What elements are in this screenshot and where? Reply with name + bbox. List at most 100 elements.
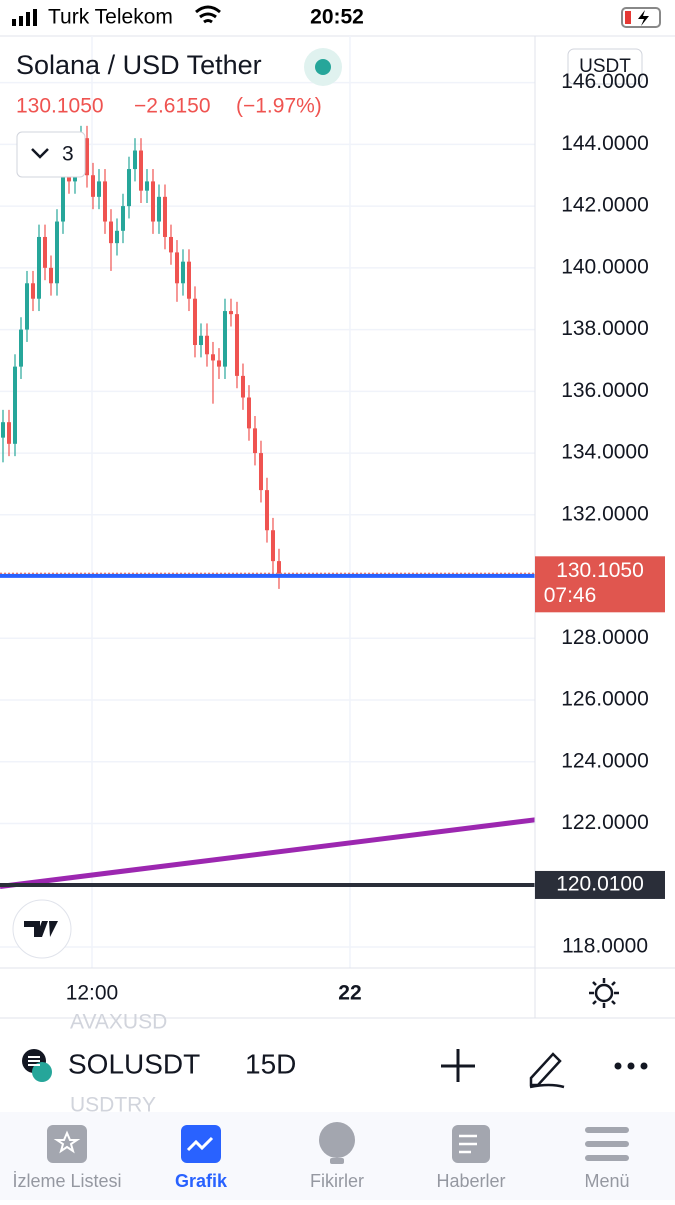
candle-body: [108, 221, 113, 244]
y-tick-label: 142.0000: [561, 194, 649, 217]
news-glyph: [459, 1134, 477, 1154]
x-tick-label: 12:00: [66, 982, 119, 1005]
candle-body: [54, 221, 59, 284]
candle-body: [228, 311, 233, 315]
bulb-base: [330, 1158, 344, 1164]
candle-body: [60, 175, 65, 222]
candle-body: [210, 354, 215, 361]
tab-label[interactable]: İzleme Listesi: [12, 1171, 121, 1191]
candle-body: [12, 366, 17, 444]
candle-body: [192, 298, 197, 346]
tab-icon[interactable]: [585, 1127, 629, 1161]
candle-body: [48, 267, 53, 284]
price-line-label: 120.0100: [556, 873, 644, 896]
candle-body: [264, 490, 269, 531]
candle-body: [198, 335, 203, 346]
candle-body: [270, 530, 275, 562]
tab-label[interactable]: Grafik: [175, 1171, 228, 1191]
candle-body: [84, 138, 89, 176]
price-line-label-bg: [535, 870, 665, 899]
next-symbol: USDTRY: [70, 1094, 156, 1117]
symbol[interactable]: SOLUSDT: [68, 1048, 200, 1079]
candle-body: [150, 181, 155, 222]
candle-body: [168, 236, 173, 253]
y-tick-label: 126.0000: [561, 688, 649, 711]
carrier: Turk Telekom: [48, 6, 173, 29]
candle-body: [102, 181, 107, 222]
candle-body: [42, 236, 47, 268]
settings-icon[interactable]: [589, 978, 619, 1008]
trend-line: [0, 817, 536, 889]
candle-body: [234, 314, 239, 376]
candle-body: [216, 360, 221, 367]
market-status: [315, 59, 331, 75]
candle-body: [120, 206, 125, 231]
candle-body: [0, 422, 5, 438]
change: −2.6150: [134, 95, 211, 118]
last-price-label-bg: [535, 556, 665, 613]
price: 130.1050: [16, 95, 104, 118]
candle-body: [276, 561, 281, 574]
y-tick-label: 140.0000: [561, 255, 649, 278]
more-button[interactable]: [614, 1062, 648, 1070]
chart-glyph: [186, 1136, 214, 1152]
candle-body: [162, 196, 167, 237]
y-tick-label: 122.0000: [561, 811, 649, 834]
tab-label[interactable]: Haberler: [436, 1171, 505, 1191]
interval[interactable]: 15D: [245, 1048, 296, 1079]
candle-body: [66, 175, 71, 182]
indicator-count: 3: [62, 143, 74, 166]
y-tick-label: 124.0000: [561, 749, 649, 772]
tab-icon[interactable]: [319, 1122, 355, 1158]
wifi-icon: [195, 5, 221, 24]
countdown: 07:46: [544, 584, 597, 607]
candle-body: [204, 335, 209, 355]
y-tick-label: 118.0000: [562, 935, 648, 958]
candle-body: [138, 150, 143, 191]
tab-label[interactable]: Menü: [584, 1171, 629, 1191]
chevron: [31, 148, 49, 159]
prev-symbol: AVAXUSD: [70, 1011, 167, 1034]
change-percent: (−1.97%): [236, 95, 322, 118]
tab-icon[interactable]: [47, 1125, 87, 1163]
clock: 20:52: [310, 6, 364, 29]
y-tick-label: 136.0000: [561, 379, 649, 402]
currency: USDT: [579, 56, 631, 77]
indicator-toggle[interactable]: [16, 131, 86, 178]
candle-body: [126, 169, 131, 207]
plot-area: [0, 36, 536, 968]
candle-body: [246, 397, 251, 429]
candle-body: [252, 428, 257, 454]
candle-body: [18, 329, 23, 367]
draw-button[interactable]: [529, 1052, 565, 1089]
y-tick-label: 144.0000: [561, 132, 649, 155]
battery-icon: [621, 7, 661, 28]
candle-body: [90, 175, 95, 197]
y-tick-label: 134.0000: [561, 441, 649, 464]
candle-body: [132, 150, 137, 170]
candle-body: [180, 261, 185, 284]
tab-icon[interactable]: [181, 1125, 221, 1163]
y-tick-label: 132.0000: [561, 502, 649, 525]
candle-body: [174, 252, 179, 284]
currency-button[interactable]: [567, 48, 643, 85]
add-button[interactable]: [441, 1049, 475, 1082]
candle-body: [240, 375, 245, 398]
candle-body: [144, 181, 149, 191]
y-tick-label: 138.0000: [561, 317, 649, 340]
symbol-icon: [22, 1049, 52, 1082]
candle-body: [156, 196, 161, 222]
candle-body: [186, 261, 191, 299]
tab-label[interactable]: Fikirler: [310, 1171, 364, 1191]
star: [53, 1130, 81, 1154]
tv-logo: [24, 921, 58, 937]
candle-body: [36, 236, 41, 299]
candle-body: [258, 453, 263, 491]
y-tick-label: 128.0000: [561, 626, 649, 649]
candle-body: [24, 283, 29, 330]
x-tick-label: 22: [338, 982, 361, 1005]
candle-body: [6, 422, 11, 444]
